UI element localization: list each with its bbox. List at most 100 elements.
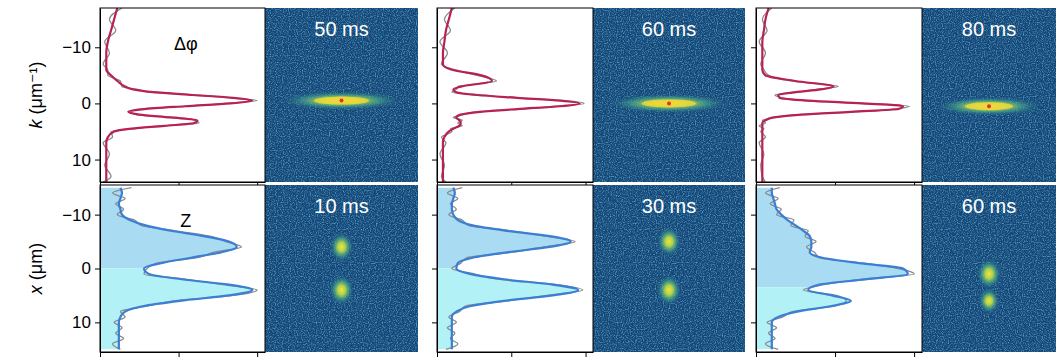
panel: 10 ms−10010x (μm)Z — [26, 185, 418, 357]
time-label: 50 ms — [314, 18, 368, 40]
tick — [432, 160, 437, 161]
tick — [586, 352, 587, 357]
tick-mark — [95, 269, 100, 270]
tick-mark — [179, 352, 180, 357]
fit-line — [452, 188, 578, 350]
panel: 50 ms −10 0 10 k (μm⁻¹) Δφ — [26, 8, 418, 187]
atom-cloud — [657, 226, 682, 257]
atom-center — [340, 99, 344, 103]
tick — [751, 160, 756, 161]
marks — [440, 8, 584, 182]
tick-mark — [914, 352, 915, 357]
tick: 10 — [72, 150, 100, 169]
atom-cloud — [277, 91, 406, 111]
tick-mark — [586, 352, 587, 357]
tick-mark — [756, 352, 757, 357]
tick: 10 — [72, 313, 100, 332]
time-label: 60 ms — [642, 18, 696, 40]
marks — [759, 8, 909, 182]
tick: −10 — [62, 38, 100, 57]
tick: −10 — [62, 206, 100, 225]
plot-frame — [756, 8, 922, 182]
data-line — [103, 8, 257, 182]
tick-mark — [432, 215, 437, 216]
fill-region — [437, 269, 578, 350]
image-background — [922, 8, 1056, 182]
tick-mark — [751, 160, 756, 161]
data-line — [765, 188, 914, 350]
tick-label: 10 — [72, 150, 91, 169]
atom-core — [314, 97, 369, 105]
y-axis — [101, 352, 266, 357]
tick-mark — [835, 352, 836, 357]
panel: 30 ms — [432, 185, 745, 357]
tick-mark — [437, 352, 438, 357]
tick-mark — [95, 47, 100, 48]
tick-mark — [751, 103, 756, 104]
image-background — [593, 8, 745, 182]
image-noise — [265, 185, 418, 352]
atom-core — [642, 99, 697, 107]
image-noise — [593, 185, 745, 352]
image — [593, 185, 745, 352]
data-line — [759, 8, 909, 182]
image-background — [265, 185, 418, 352]
atom-cloud — [329, 232, 354, 262]
tick-label: 10 — [72, 313, 91, 332]
panel: 80 ms — [751, 8, 1056, 187]
tick-mark — [751, 47, 756, 48]
tick-label: −10 — [62, 206, 91, 225]
tick — [432, 269, 437, 270]
tick-mark — [257, 352, 258, 357]
plot-background — [437, 185, 593, 352]
tick-label: 0 — [82, 94, 91, 113]
fill-region — [437, 188, 578, 269]
tick — [257, 352, 258, 357]
tick — [179, 352, 180, 357]
tick — [751, 322, 756, 323]
tick-label: 0 — [82, 259, 91, 278]
tick — [751, 47, 756, 48]
tick-mark — [432, 47, 437, 48]
tick-mark — [100, 352, 101, 357]
tick-mark — [751, 322, 756, 323]
annotation: Δφ — [174, 34, 198, 54]
plot-background — [100, 185, 265, 352]
tick — [432, 322, 437, 323]
image-noise — [922, 185, 1056, 352]
fit-line — [106, 8, 252, 182]
atom-cloud — [978, 288, 1000, 314]
tick-mark — [95, 103, 100, 104]
atom-center — [987, 104, 991, 108]
tick — [914, 352, 915, 357]
time-label: 10 ms — [314, 195, 368, 217]
tick — [432, 47, 437, 48]
image-noise — [265, 8, 418, 182]
image-background — [593, 185, 745, 352]
plot-background — [756, 8, 922, 182]
area — [756, 188, 908, 288]
tick-mark — [751, 269, 756, 270]
tick-label: −10 — [62, 38, 91, 57]
fit-line — [762, 8, 903, 182]
panel: 60 ms — [751, 185, 1056, 357]
image-noise — [922, 8, 1056, 182]
atom-cloud — [605, 93, 733, 113]
tick — [751, 215, 756, 216]
data-line — [113, 188, 258, 350]
marks — [437, 188, 583, 350]
tick — [437, 352, 438, 357]
tick — [751, 103, 756, 104]
marks — [100, 188, 257, 350]
time-label: 30 ms — [642, 195, 696, 217]
x-axis: −10 0 10 — [62, 186, 100, 353]
image — [922, 8, 1056, 182]
plot-background — [100, 8, 265, 182]
plot-background — [756, 185, 922, 352]
tick — [756, 352, 757, 357]
fit-line — [443, 8, 580, 182]
tick-mark — [751, 215, 756, 216]
plot-frame — [100, 185, 265, 352]
axis-title: k (μm⁻¹) — [26, 62, 46, 129]
tick-mark — [432, 160, 437, 161]
